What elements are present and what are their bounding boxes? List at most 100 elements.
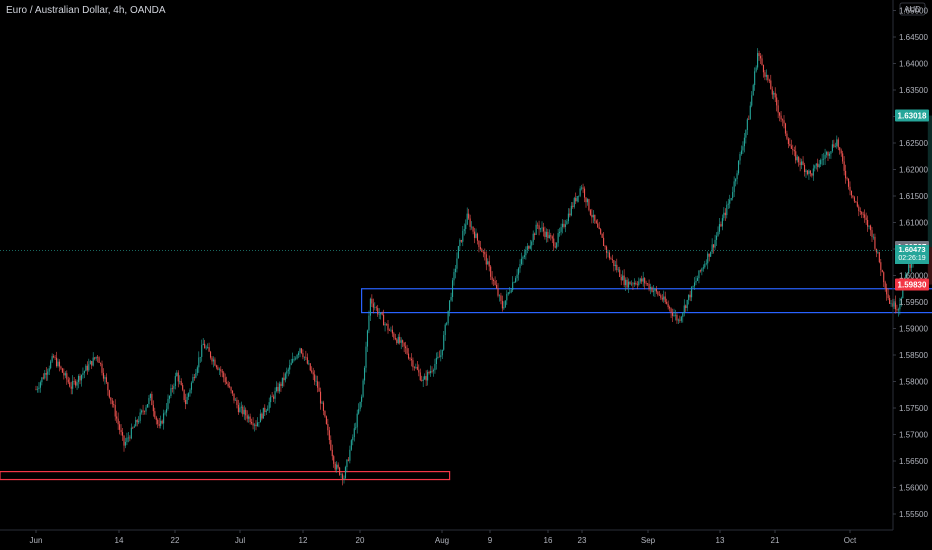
candle-body xyxy=(435,357,437,365)
position-profit-zone[interactable] xyxy=(927,115,932,248)
candle-body xyxy=(783,120,785,124)
candle-body xyxy=(730,197,732,200)
candle-body xyxy=(220,369,222,372)
candle-body xyxy=(193,377,195,378)
candle-body xyxy=(704,263,706,268)
candle-body xyxy=(413,367,415,368)
candle-body xyxy=(387,323,389,331)
candle-body xyxy=(881,270,883,273)
candle-body xyxy=(57,361,59,367)
candle-body xyxy=(437,356,439,358)
candle-body xyxy=(377,308,379,315)
candle-body xyxy=(886,287,888,295)
time-tick-label: Jun xyxy=(30,536,43,545)
candle-body xyxy=(648,283,650,290)
candle-body xyxy=(365,346,367,368)
candle-body xyxy=(544,231,546,237)
price-tick-label: 1.56000 xyxy=(899,484,928,493)
candle-body xyxy=(525,249,527,256)
candle-body xyxy=(355,427,357,429)
candle-body xyxy=(721,218,723,227)
candle-body xyxy=(500,295,502,301)
candle-body xyxy=(742,146,744,151)
candle-body xyxy=(77,375,80,383)
candle-body xyxy=(378,314,380,315)
candle-body xyxy=(160,420,162,426)
candle-body xyxy=(50,361,52,369)
currency-box[interactable] xyxy=(899,2,926,16)
candle-body xyxy=(641,278,643,282)
position-loss-zone[interactable] xyxy=(927,247,932,285)
candle-body xyxy=(523,255,525,258)
candle-body xyxy=(877,252,879,253)
candle-body xyxy=(481,249,483,253)
time-tick-label: 22 xyxy=(171,536,180,545)
candle-body xyxy=(255,424,257,427)
time-tick-label: Sep xyxy=(641,536,656,545)
candle-body xyxy=(132,427,134,429)
candle-body xyxy=(400,340,402,343)
candle-body xyxy=(526,246,528,250)
candle-body xyxy=(509,292,511,293)
candle-body xyxy=(610,258,612,260)
candle-body xyxy=(815,163,817,166)
candle-body xyxy=(421,380,423,381)
candle-body xyxy=(224,377,226,383)
candle-body xyxy=(245,409,247,416)
candle-body xyxy=(315,381,317,382)
candle-body xyxy=(770,80,772,90)
candle-body xyxy=(503,306,505,309)
candle-body xyxy=(438,356,440,358)
candle-body xyxy=(262,407,264,419)
candle-body xyxy=(453,272,455,281)
candle-body xyxy=(864,214,866,218)
candle-body xyxy=(394,337,396,340)
candle-body xyxy=(343,478,345,480)
candle-body xyxy=(424,376,426,380)
candle-body xyxy=(363,367,366,381)
candle-body xyxy=(707,253,709,264)
candle-body xyxy=(701,268,703,272)
candle-body xyxy=(402,340,404,343)
candle-body xyxy=(289,365,291,370)
candle-body xyxy=(146,404,149,408)
candle-body xyxy=(658,294,660,296)
candle-body xyxy=(261,413,263,419)
candle-body xyxy=(275,386,278,392)
candle-body xyxy=(699,270,701,272)
candle-body xyxy=(512,282,514,291)
candle-body xyxy=(735,179,737,182)
candle-body xyxy=(595,220,597,224)
candle-body xyxy=(862,214,864,215)
candle-body xyxy=(462,230,464,242)
candle-body xyxy=(806,170,809,175)
candle-body xyxy=(710,251,712,257)
candle-body xyxy=(793,149,795,152)
candle-body xyxy=(265,410,267,413)
candle-body xyxy=(237,404,239,413)
candle-body xyxy=(212,359,215,362)
candle-body xyxy=(746,119,748,130)
candle-body xyxy=(111,400,113,405)
time-tick-label: 9 xyxy=(488,536,493,545)
candle-body xyxy=(138,420,140,423)
low-zone-box[interactable] xyxy=(0,471,451,481)
support-zone-box[interactable] xyxy=(361,288,932,314)
candle-body xyxy=(331,449,333,457)
price-tick-label: 1.60000 xyxy=(899,272,928,281)
candle-body xyxy=(239,407,241,413)
candle-body xyxy=(226,382,228,384)
candle-body xyxy=(655,288,657,292)
candle-body xyxy=(868,225,870,227)
candle-body xyxy=(246,415,248,419)
candle-body xyxy=(811,173,813,176)
candle-body xyxy=(58,361,61,367)
candle-body xyxy=(887,294,889,299)
candle-body xyxy=(776,97,778,106)
candle-body xyxy=(409,358,411,359)
candle-body xyxy=(677,319,679,321)
candle-body xyxy=(909,264,911,268)
candle-body xyxy=(318,387,320,392)
candle-body xyxy=(201,345,203,357)
